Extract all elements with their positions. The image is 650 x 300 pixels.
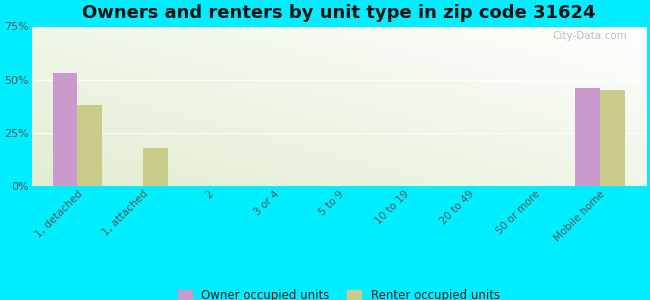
- Title: Owners and renters by unit type in zip code 31624: Owners and renters by unit type in zip c…: [82, 4, 595, 22]
- Bar: [575, 88, 600, 186]
- Text: City-Data.com: City-Data.com: [552, 31, 627, 41]
- Bar: [143, 148, 168, 186]
- Bar: [53, 73, 77, 186]
- Legend: Owner occupied units, Renter occupied units: Owner occupied units, Renter occupied un…: [173, 284, 504, 300]
- Bar: [77, 105, 102, 186]
- Bar: [600, 90, 625, 186]
